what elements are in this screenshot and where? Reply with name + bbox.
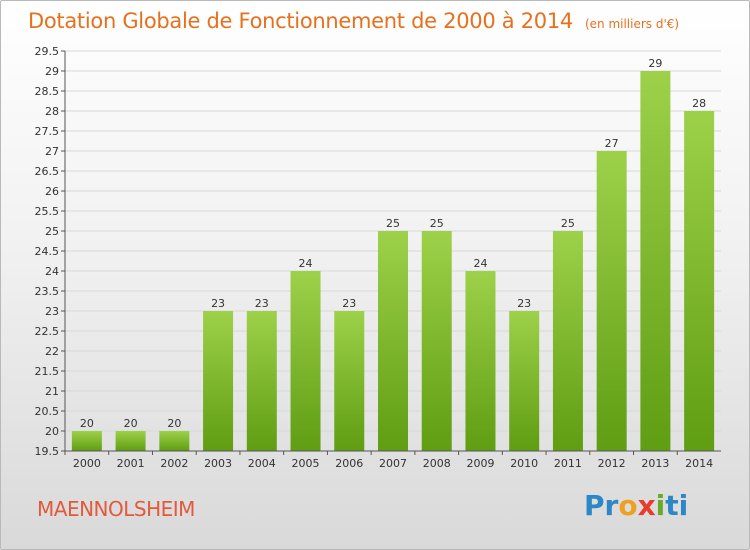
bar-value-label: 20	[167, 417, 181, 430]
y-tick-label: 27.5	[35, 125, 60, 138]
x-tick-label: 2012	[598, 457, 626, 470]
bar-value-label: 23	[342, 297, 356, 310]
x-tick-label: 2007	[379, 457, 407, 470]
proxiti-logo[interactable]: Proxiti	[584, 489, 688, 522]
chart-title-text: Dotation Globale de Fonctionnement de 20…	[28, 9, 573, 33]
logo-letter: r	[604, 489, 619, 522]
y-tick-label: 28.5	[35, 85, 60, 98]
chart-title: Dotation Globale de Fonctionnement de 20…	[28, 9, 679, 33]
bar-value-label: 25	[430, 217, 444, 230]
bar-value-label: 24	[473, 257, 487, 270]
y-tick-label: 29.5	[35, 45, 60, 58]
y-axis-ticks: 19.5 20 20.5 21 21.5 22 22.5 23 23.5 24 24.5 25 25.5…	[35, 45, 65, 458]
y-tick-label: 22	[45, 345, 59, 358]
y-tick-label: 21.5	[35, 365, 60, 378]
y-tick-label: 23.5	[35, 285, 60, 298]
bar-value-label: 25	[561, 217, 575, 230]
y-tick-label: 24	[45, 265, 59, 278]
x-tick-label: 2010	[510, 457, 538, 470]
bar-value-label: 29	[648, 57, 662, 70]
bar-value-label: 23	[517, 297, 531, 310]
bar-2007	[378, 231, 408, 451]
y-tick-label: 27	[45, 145, 59, 158]
bar-value-label: 20	[80, 417, 94, 430]
bar-2008	[421, 231, 452, 451]
x-tick-label: 2014	[685, 457, 713, 470]
axes	[64, 51, 721, 452]
x-tick-label: 2003	[204, 457, 232, 470]
bar-value-label: 20	[124, 417, 138, 430]
x-tick-label: 2000	[73, 457, 101, 470]
y-tick-label: 24.5	[35, 245, 60, 258]
bar-2004	[246, 311, 277, 451]
bar-value-label: 25	[386, 217, 400, 230]
bar-2005	[290, 271, 321, 451]
x-tick-label: 2005	[292, 457, 320, 470]
bar-2011	[552, 231, 583, 451]
x-tick-label: 2013	[641, 457, 669, 470]
y-tick-label: 28	[45, 105, 59, 118]
x-tick-label: 2004	[248, 457, 276, 470]
chart-unit: (en milliers d'€)	[584, 17, 680, 31]
logo-letter: i	[655, 489, 666, 522]
y-tick-label: 26.5	[35, 165, 60, 178]
y-tick-label: 29	[45, 65, 59, 78]
bar-value-label: 23	[255, 297, 269, 310]
bar-2006	[334, 311, 365, 451]
x-tick-label: 2001	[117, 457, 145, 470]
x-tick-label: 2002	[160, 457, 188, 470]
x-tick-label: 2008	[423, 457, 451, 470]
x-tick-label: 2006	[335, 457, 363, 470]
logo-letter: P	[584, 489, 605, 522]
y-tick-label: 19.5	[35, 445, 60, 458]
y-tick-label: 23	[45, 305, 59, 318]
y-tick-label: 20.5	[35, 405, 60, 418]
bar-2000	[71, 431, 102, 451]
logo-letter: x	[637, 489, 656, 522]
y-tick-label: 22.5	[35, 325, 60, 338]
bar-2001	[115, 431, 146, 451]
bar-2002	[159, 431, 190, 451]
bar-value-label: 28	[692, 97, 706, 110]
y-tick-label: 25	[45, 225, 59, 238]
bar-2009	[465, 271, 496, 451]
x-axis-ticks: 2000 2001 2002 2003 2004 2005 2006 2007 2008 2009…	[64, 451, 713, 470]
bar-value-label: 24	[299, 257, 313, 270]
x-tick-label: 2011	[554, 457, 582, 470]
x-tick-label: 2009	[466, 457, 494, 470]
bar-2013	[640, 71, 671, 451]
bar-2012	[596, 151, 627, 451]
bar-2010	[509, 311, 540, 451]
y-tick-label: 20	[45, 425, 59, 438]
commune-name: MAENNOLSHEIM	[37, 497, 195, 521]
logo-letter: o	[618, 489, 638, 522]
logo-letter: ti	[665, 489, 689, 522]
y-tick-label: 26	[45, 185, 59, 198]
bar-2014	[684, 111, 715, 451]
bar-2003	[203, 311, 234, 451]
bars: 20 20 20 23 23 24 23 25 25 24 23 25 27 29 28	[71, 57, 715, 451]
bar-value-label: 23	[211, 297, 225, 310]
bar-value-label: 27	[605, 137, 619, 150]
y-tick-label: 21	[45, 385, 59, 398]
y-tick-label: 25.5	[35, 205, 60, 218]
